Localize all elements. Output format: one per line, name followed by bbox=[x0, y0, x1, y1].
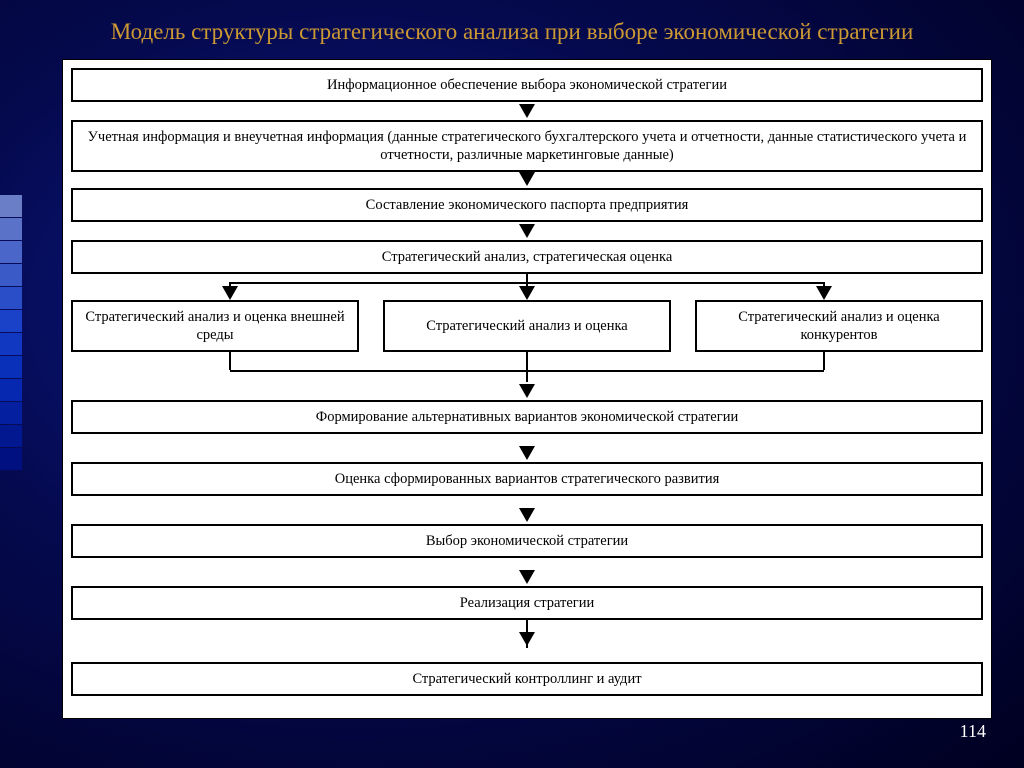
sidebar-square bbox=[0, 402, 22, 424]
flow-node: Формирование альтернативных вариантов эк… bbox=[71, 400, 983, 434]
arrow-down-icon bbox=[816, 286, 832, 300]
connector-vertical bbox=[526, 370, 528, 382]
arrow-down-icon bbox=[519, 508, 535, 522]
flowchart-panel: Информационное обеспечение выбора эконом… bbox=[62, 59, 992, 719]
sidebar-square bbox=[0, 310, 22, 332]
flow-node: Выбор экономической стратегии bbox=[71, 524, 983, 558]
connector-vertical bbox=[823, 352, 825, 370]
flow-node: Стратегический анализ и оценка внешней с… bbox=[71, 300, 359, 352]
connector-vertical bbox=[526, 352, 528, 370]
flow-node: Учетная информация и внеучетная информац… bbox=[71, 120, 983, 172]
flow-node: Оценка сформированных вариантов стратеги… bbox=[71, 462, 983, 496]
sidebar-square bbox=[0, 333, 22, 355]
sidebar-square bbox=[0, 264, 22, 286]
connector-vertical bbox=[526, 618, 528, 648]
sidebar-square bbox=[0, 241, 22, 263]
arrow-down-icon bbox=[519, 224, 535, 238]
arrow-down-icon bbox=[519, 384, 535, 398]
sidebar-square bbox=[0, 356, 22, 378]
flow-node: Стратегический контроллинг и аудит bbox=[71, 662, 983, 696]
sidebar-square bbox=[0, 218, 22, 240]
flow-node: Стратегический анализ, стратегическая оц… bbox=[71, 240, 983, 274]
arrow-down-icon bbox=[222, 286, 238, 300]
slide-title: Модель структуры стратегического анализа… bbox=[0, 0, 1024, 55]
page-number: 114 bbox=[960, 721, 986, 742]
decorative-sidebar-squares bbox=[0, 195, 22, 471]
sidebar-square bbox=[0, 448, 22, 470]
arrow-down-icon bbox=[519, 570, 535, 584]
arrow-down-icon bbox=[519, 172, 535, 186]
flow-node: Информационное обеспечение выбора эконом… bbox=[71, 68, 983, 102]
sidebar-square bbox=[0, 379, 22, 401]
arrow-down-icon bbox=[519, 286, 535, 300]
sidebar-square bbox=[0, 195, 22, 217]
flow-node: Составление экономического паспорта пред… bbox=[71, 188, 983, 222]
sidebar-square bbox=[0, 425, 22, 447]
flow-three-col-row: Стратегический анализ и оценка внешней с… bbox=[71, 300, 983, 352]
arrow-down-icon bbox=[519, 104, 535, 118]
connector-vertical bbox=[526, 272, 528, 282]
arrow-down-icon bbox=[519, 446, 535, 460]
connector-vertical bbox=[229, 352, 231, 370]
flow-node: Стратегический анализ и оценка конкурент… bbox=[695, 300, 983, 352]
flow-node: Реализация стратегии bbox=[71, 586, 983, 620]
sidebar-square bbox=[0, 287, 22, 309]
flow-node: Стратегический анализ и оценка bbox=[383, 300, 671, 352]
